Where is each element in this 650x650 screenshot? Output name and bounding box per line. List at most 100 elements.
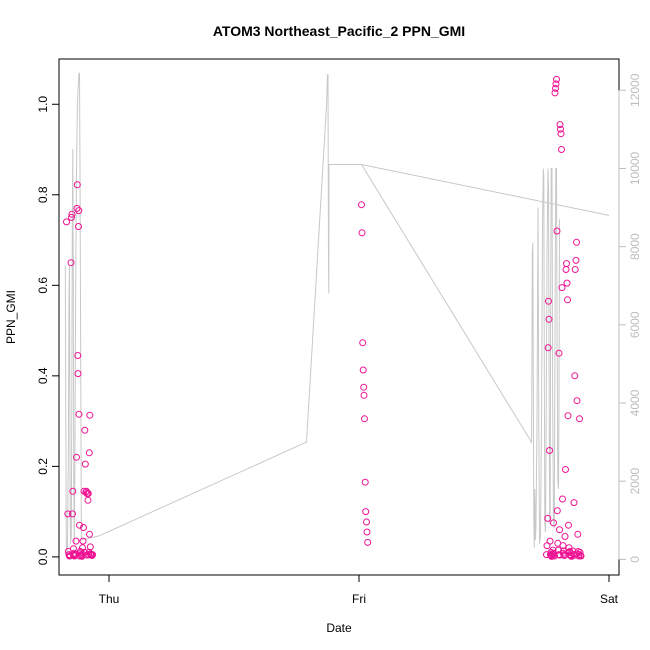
data-point xyxy=(563,260,570,268)
data-point xyxy=(360,391,368,399)
data-point xyxy=(559,495,566,503)
y-axis-label: PPN_GMI xyxy=(4,290,18,344)
track-segment-line xyxy=(361,164,610,216)
data-point xyxy=(555,349,563,357)
data-point xyxy=(561,533,569,540)
data-point xyxy=(73,181,81,189)
data-point xyxy=(67,259,75,267)
x-axis: Thu Fri Sat xyxy=(99,574,619,606)
data-point xyxy=(544,514,552,522)
data-point xyxy=(68,213,75,221)
data-point xyxy=(552,80,560,88)
data-point xyxy=(573,238,580,246)
data-point xyxy=(551,89,559,97)
data-point xyxy=(571,372,579,380)
y-tick-label: 0.4 xyxy=(36,367,50,384)
data-point xyxy=(84,496,92,504)
data-point xyxy=(546,537,554,545)
data-point xyxy=(550,549,557,557)
data-point xyxy=(562,466,569,473)
data-point xyxy=(559,549,567,557)
data-point xyxy=(577,552,585,560)
data-point xyxy=(552,84,559,92)
data-point xyxy=(86,530,93,538)
data-point xyxy=(359,339,367,347)
data-point xyxy=(572,256,580,264)
data-point xyxy=(74,352,82,359)
data-point xyxy=(558,146,565,153)
data-point xyxy=(571,266,579,273)
x-tick-label: Sat xyxy=(600,592,619,606)
data-point xyxy=(69,487,77,495)
y2-tick-label: 12000 xyxy=(628,73,642,107)
y-tick-label: 0.6 xyxy=(36,277,50,294)
data-point xyxy=(73,453,80,461)
data-point xyxy=(86,411,94,419)
data-point xyxy=(361,478,369,486)
data-point xyxy=(545,315,553,323)
data-point xyxy=(86,543,94,551)
data-point xyxy=(81,426,89,434)
data-point xyxy=(559,542,567,550)
x-tick-label: Thu xyxy=(99,592,120,606)
y-tick-label: 0.8 xyxy=(36,186,50,203)
data-point xyxy=(89,551,96,559)
data-point xyxy=(75,207,83,215)
data-point xyxy=(553,227,561,235)
data-point xyxy=(557,125,564,133)
data-point xyxy=(553,75,560,83)
y-tick-label: 0.0 xyxy=(36,548,50,565)
data-point xyxy=(69,510,76,518)
data-point xyxy=(557,130,565,138)
data-point xyxy=(64,510,72,518)
data-point xyxy=(75,223,82,230)
data-point xyxy=(360,383,368,391)
y-axis-left: 0.0 0.2 0.4 0.6 0.8 1.0 xyxy=(36,96,60,565)
data-point xyxy=(565,521,572,529)
y2-tick-label: 4000 xyxy=(628,389,642,416)
data-point xyxy=(81,460,89,468)
data-point xyxy=(79,550,86,558)
data-point xyxy=(556,551,564,559)
ppn-gmi-points-layer xyxy=(63,75,585,560)
x-axis-label: Date xyxy=(326,621,352,635)
data-point xyxy=(556,121,564,129)
data-point xyxy=(84,490,92,497)
data-point xyxy=(85,449,93,457)
data-point xyxy=(570,499,578,507)
data-point xyxy=(68,210,76,218)
data-point xyxy=(83,551,91,559)
data-point xyxy=(77,549,85,557)
chart-title: ATOM3 Northeast_Pacific_2 PPN_GMI xyxy=(213,23,465,39)
data-point xyxy=(358,201,365,209)
data-point xyxy=(361,415,368,423)
y2-tick-label: 0 xyxy=(628,556,642,563)
data-point xyxy=(545,297,552,305)
data-point xyxy=(573,397,581,405)
data-point xyxy=(63,218,70,226)
data-point xyxy=(74,370,82,378)
data-point xyxy=(558,284,566,292)
data-point xyxy=(363,518,370,526)
y-tick-label: 1.0 xyxy=(36,96,50,113)
data-point xyxy=(575,552,583,560)
data-point xyxy=(362,508,370,516)
data-point xyxy=(73,204,81,212)
y-tick-label: 0.2 xyxy=(36,458,50,475)
data-point xyxy=(564,296,571,304)
data-point xyxy=(72,537,80,545)
data-point xyxy=(550,519,557,527)
data-point xyxy=(76,521,83,529)
data-point xyxy=(546,447,553,454)
y-axis-right: 0 2000 4000 6000 8000 10000 12000 xyxy=(618,73,642,563)
data-point xyxy=(556,526,563,534)
data-point xyxy=(564,412,572,420)
data-point xyxy=(75,410,83,418)
data-point xyxy=(69,551,77,559)
data-point xyxy=(358,229,366,237)
data-point xyxy=(553,507,561,515)
data-point xyxy=(359,366,367,374)
x-tick-label: Fri xyxy=(352,592,366,606)
data-point xyxy=(364,538,372,546)
